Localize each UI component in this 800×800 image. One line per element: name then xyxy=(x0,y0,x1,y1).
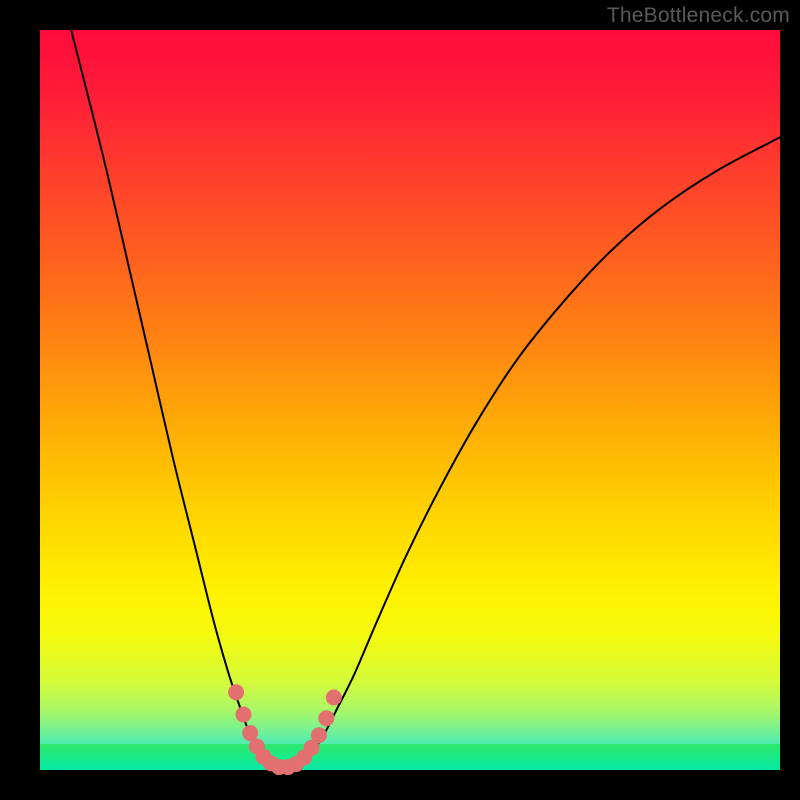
watermark-text: TheBottleneck.com xyxy=(607,4,790,28)
bottleneck-chart xyxy=(0,0,800,800)
valley-marker xyxy=(318,710,334,726)
green-band xyxy=(40,744,780,770)
valley-marker xyxy=(228,684,244,700)
valley-marker xyxy=(326,689,342,705)
chart-container: TheBottleneck.com xyxy=(0,0,800,800)
valley-marker xyxy=(311,727,327,743)
valley-marker xyxy=(236,707,252,723)
plot-background xyxy=(40,30,780,770)
